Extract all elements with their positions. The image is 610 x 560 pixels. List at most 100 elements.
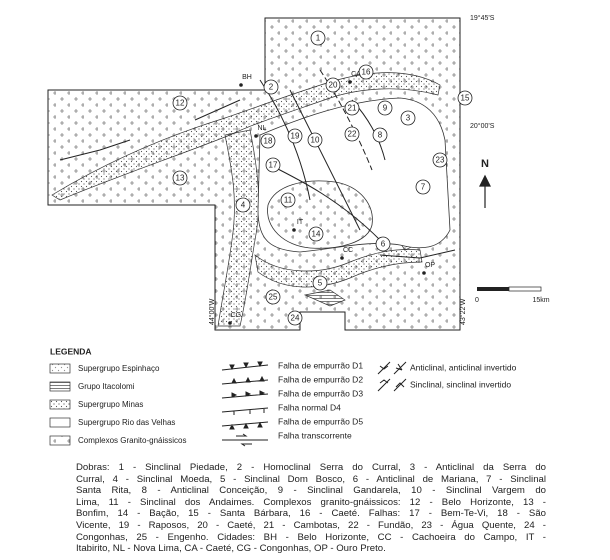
city-dot: [239, 83, 243, 87]
unit-circle: [344, 100, 360, 116]
unit-circle: [308, 226, 324, 242]
unit-number: 13: [176, 174, 185, 183]
unit-number: 23: [436, 156, 445, 165]
unit-number: 20: [329, 81, 338, 90]
unit-circle: [280, 192, 296, 208]
legend-label: Falha normal D4: [278, 402, 341, 412]
coordinate: 19°45'S: [470, 14, 495, 22]
unit-circle: [377, 100, 393, 116]
north-arrow: [479, 174, 491, 208]
caption-line: Itabirito, NL - Nova Lima, CA - Caeté, C…: [76, 543, 386, 555]
unit-circle: [172, 95, 188, 111]
city-label: IT: [297, 219, 304, 226]
legend-label: Falha de empurrão D1: [278, 360, 363, 370]
caption-line: Lima, 11 - Sinclinal dos Andaimes. Compl…: [76, 496, 546, 508]
unit-circle: [287, 310, 303, 326]
caption-line: Curral, 4 - Sinclinal Moeda, 5 - Sinclin…: [76, 473, 546, 485]
legend-label: Complexos Granito-gnáissicos: [78, 436, 187, 445]
unit-number: 10: [311, 136, 320, 145]
city-label: BH: [242, 74, 252, 81]
coordinate: 43°22'W: [459, 298, 467, 325]
unit-circle: [287, 128, 303, 144]
legend-label: Anticlinal, anticlinal invertido: [410, 362, 517, 372]
unit-number: 19: [291, 132, 300, 141]
legend-swatches: [49, 363, 71, 446]
unit-number: 12: [176, 99, 185, 108]
unit-circle: [310, 30, 326, 46]
unit-number: 7: [421, 183, 426, 192]
legend-label: Supergrupo Espinhaço: [78, 364, 160, 373]
unit-number: 21: [348, 104, 357, 113]
unit-number: 25: [269, 293, 278, 302]
legend-fault-symbols: [221, 361, 269, 447]
city-label: OP: [425, 262, 435, 269]
legend-label: Grupo Itacolomi: [78, 382, 135, 391]
unit-circle: [260, 133, 276, 149]
unit-circle: [263, 79, 279, 95]
city-label: NL: [258, 125, 267, 132]
unit-circle: [372, 127, 388, 143]
unit-circle: [344, 126, 360, 142]
legend-label: Falha de empurrão D5: [278, 416, 363, 426]
city-dot: [348, 80, 352, 84]
unit-number: 14: [312, 230, 321, 239]
north-label: N: [481, 158, 489, 170]
city-dot: [292, 228, 296, 232]
unit-circle: [307, 132, 323, 148]
minas-belt: [254, 249, 423, 288]
unit-number: 22: [348, 130, 357, 139]
unit-circle: [400, 110, 416, 126]
unit-number: 15: [461, 94, 470, 103]
unit-circle: [432, 152, 448, 168]
map-figure: N 0 15km 19°45'S 20°00'S 44°00'W 43°22'W…: [47, 14, 550, 447]
legend-label: Supergrupo Minas: [78, 400, 143, 409]
unit-circle: [312, 275, 328, 291]
legend-label: Falha de empurrão D3: [278, 388, 363, 398]
unit-number: 24: [291, 314, 300, 323]
city-dot: [422, 271, 426, 275]
scale-bar: [477, 287, 509, 291]
unit-number: 1: [316, 34, 321, 43]
unit-number: 4: [241, 201, 246, 210]
unit-number: 17: [269, 161, 278, 170]
city-dot: [228, 321, 232, 325]
unit-circle: [265, 157, 281, 173]
minas-belt: [51, 72, 441, 201]
city-label: CG: [231, 312, 242, 319]
city-label: CA: [351, 71, 361, 78]
city-dot: [340, 256, 344, 260]
legend-title: LEGENDA: [50, 346, 92, 356]
unit-number: 6: [381, 240, 386, 249]
caption-line: Santa Rita, 8 - Anticlinal Conceição, 9 …: [76, 485, 546, 497]
scale-bar: [508, 286, 542, 292]
unit-circle: [358, 64, 374, 80]
legend-label: Sinclinal, sinclinal invertido: [410, 379, 511, 389]
unit-number: 11: [284, 196, 293, 205]
unit-circle: [235, 197, 251, 213]
legend-label: Supergrupo Rio das Velhas: [78, 418, 175, 427]
unit-circle: [172, 170, 188, 186]
coordinate: 20°00'S: [470, 122, 495, 130]
unit-circle: [457, 90, 473, 106]
unit-circle: [375, 236, 391, 252]
unit-circle: [415, 179, 431, 195]
legend-label: Falha transcorrente: [278, 430, 352, 440]
unit-number: 18: [264, 137, 273, 146]
unit-number: 8: [378, 131, 383, 140]
caption-line: Dobras: 1 - Sinclinal Piedade, 2 - Homoc…: [76, 462, 546, 473]
scale-label: 0: [475, 297, 479, 304]
caption-line: Congonhas, 25 - Engenho. Cidades: BH - B…: [76, 531, 546, 543]
unit-circle: [265, 289, 281, 305]
city-dot: [254, 134, 258, 138]
legend-fold-symbols: [377, 361, 407, 392]
coordinate: 44°00'W: [208, 298, 216, 325]
scale-label: 15km: [532, 297, 549, 304]
legend-label: Falha de empurrão D2: [278, 374, 363, 384]
caption: Dobras: 1 - Sinclinal Piedade, 2 - Homoc…: [76, 462, 546, 555]
unit-number: 9: [383, 104, 388, 113]
unit-number: 2: [269, 83, 274, 92]
caption-line: Vicente, 19 - Raposos, 20 - Caeté, 21 - …: [76, 519, 546, 531]
unit-number: 16: [362, 68, 371, 77]
caption-line: Bonfim, 14 - Bação, 15 - Santa Bárbara, …: [76, 508, 546, 520]
